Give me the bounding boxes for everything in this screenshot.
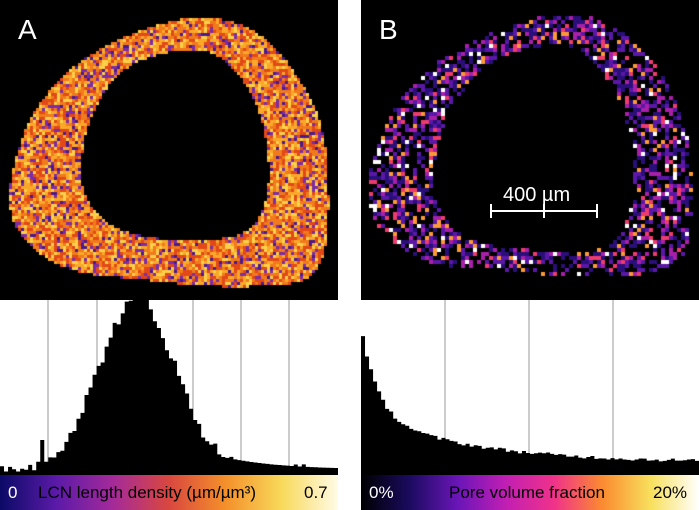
panel-a: A 0 LCN length density (µm/µm³) 0.7 xyxy=(0,0,338,510)
histogram-bars xyxy=(0,300,338,475)
lcn-colorbar-max: 0.7 xyxy=(304,483,328,502)
lcn-histogram-plot xyxy=(0,300,338,475)
lcn-colorbar-title: LCN length density (µm/µm³) xyxy=(38,483,256,502)
panel-a-label: A xyxy=(18,14,37,45)
pore-colorbar-max: 20% xyxy=(653,483,688,502)
pore-colorbar-title: Pore volume fraction xyxy=(449,483,605,502)
pore-colorbar: 0% Pore volume fraction 20% xyxy=(361,475,699,510)
lcn-colorbar: 0 LCN length density (µm/µm³) 0.7 xyxy=(0,475,338,510)
pore-fraction-map: B 400 µm xyxy=(361,0,699,300)
pore-histogram-plot xyxy=(361,300,699,475)
lcn-colorbar-min: 0 xyxy=(8,483,18,502)
pore-colorbar-min: 0% xyxy=(369,483,394,502)
scale-bar xyxy=(490,204,598,218)
scale-bar-label: 400 µm xyxy=(503,184,571,206)
pore-fraction-image xyxy=(361,0,699,300)
pore-fraction-histogram xyxy=(361,300,699,475)
panel-b-label: B xyxy=(379,14,398,45)
panel-b: B 400 µm 0% Pore volume fraction 20% xyxy=(361,0,699,510)
lcn-density-histogram xyxy=(0,300,338,475)
histogram-bars xyxy=(361,336,699,475)
lcn-density-map: A xyxy=(0,0,338,300)
lcn-density-image xyxy=(0,0,338,300)
